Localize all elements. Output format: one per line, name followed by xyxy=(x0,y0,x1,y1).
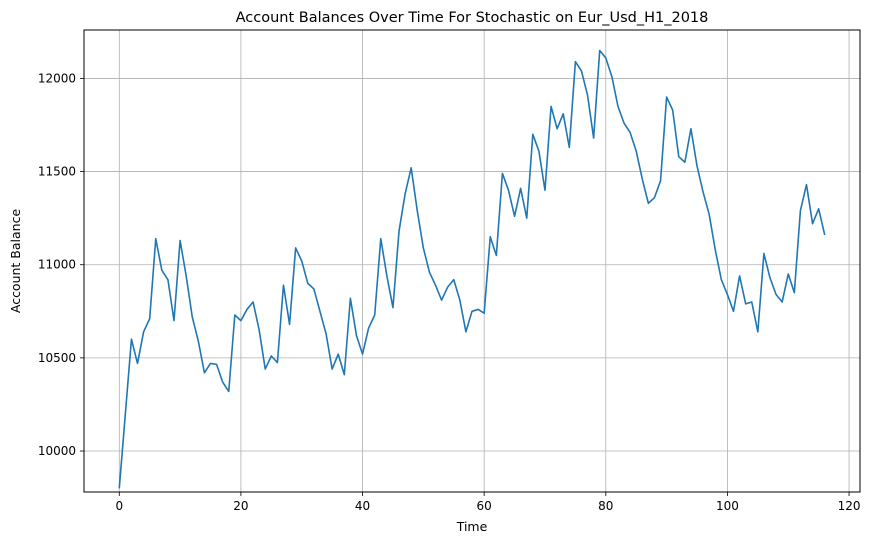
y-tick-label: 10500 xyxy=(38,351,76,365)
y-axis: 10000 10500 11000 11500 12000 xyxy=(38,71,84,458)
x-tick-label: 80 xyxy=(598,499,613,513)
y-axis-label: Account Balance xyxy=(8,209,23,314)
x-axis-label: Time xyxy=(456,519,488,534)
plot-frame xyxy=(83,29,861,493)
x-tick-label: 60 xyxy=(477,499,492,513)
y-tick-label: 11500 xyxy=(38,165,76,179)
y-tick-label: 11000 xyxy=(38,258,76,272)
y-tick-label: 10000 xyxy=(38,444,76,458)
x-tick-label: 0 xyxy=(115,499,123,513)
x-tick-label: 100 xyxy=(716,499,739,513)
series-layer xyxy=(118,49,826,489)
series-line-0 xyxy=(118,49,826,489)
x-tick-label: 120 xyxy=(838,499,861,513)
x-axis: 0 20 40 60 80 100 120 xyxy=(115,492,861,513)
x-tick-label: 40 xyxy=(355,499,370,513)
grid xyxy=(84,30,860,492)
x-tick-label: 20 xyxy=(233,499,248,513)
chart-title: Account Balances Over Time For Stochasti… xyxy=(236,10,709,26)
y-tick-label: 12000 xyxy=(38,71,76,85)
